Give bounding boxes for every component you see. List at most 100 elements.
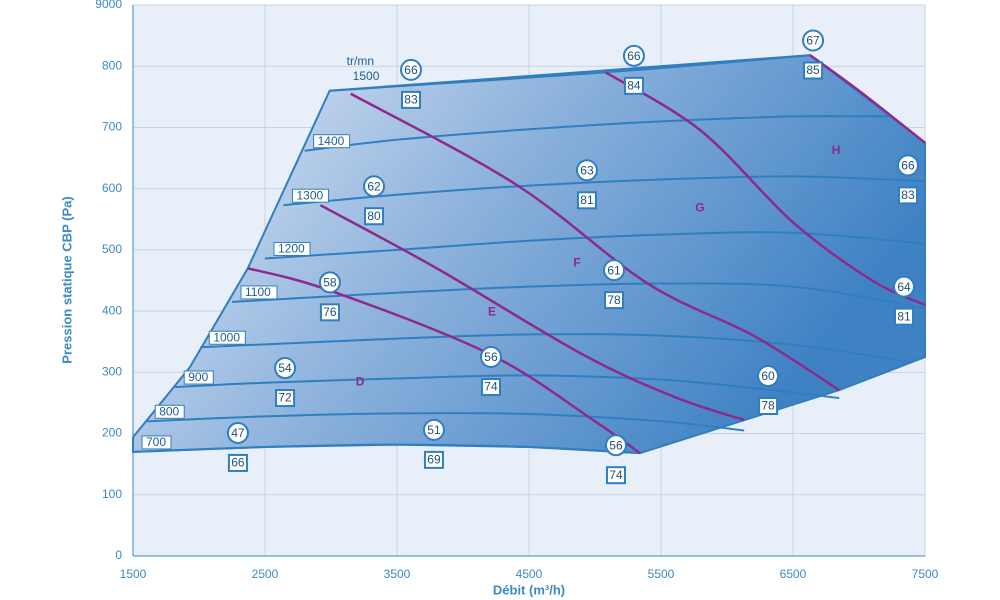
rpm-curve (304, 115, 893, 152)
noise-circle (603, 259, 626, 282)
noise-value: 66 (404, 63, 418, 77)
rpm-label: 1500 (353, 69, 380, 83)
power-value: 81 (580, 193, 594, 207)
rpm-label-text: 900 (188, 370, 208, 384)
y-tick-label: 200 (102, 426, 122, 440)
power-value: 80 (367, 209, 381, 223)
zone-label: G (695, 200, 704, 214)
x-tick-label: 5500 (648, 567, 675, 581)
noise-value: 54 (278, 361, 292, 375)
y-tick-label: 400 (102, 303, 122, 317)
rpm-label: 800 (154, 404, 185, 419)
rpm-label-box (208, 330, 246, 345)
x-tick-label: 3500 (384, 567, 411, 581)
power-value: 76 (323, 305, 337, 319)
rpm-curve (200, 333, 906, 363)
power-box (897, 186, 918, 205)
power-box (803, 61, 824, 80)
noise-value: 67 (806, 34, 820, 48)
rpm-curve (329, 54, 811, 92)
noise-circle (363, 175, 386, 198)
rpm-label-box (183, 370, 214, 385)
noise-value: 61 (607, 263, 621, 277)
noise-value: 56 (484, 350, 498, 364)
x-tick-label: 4500 (516, 567, 543, 581)
rpm-label: 1200 (273, 241, 311, 256)
rpm-curve (283, 175, 926, 207)
power-value: 74 (484, 380, 498, 394)
noise-circle (622, 44, 645, 67)
noise-circle (399, 58, 422, 81)
power-box (604, 291, 625, 310)
rpm-label-box (273, 241, 311, 256)
y-tick-label: 500 (102, 242, 122, 256)
rpm-label: 1000 (208, 330, 246, 345)
power-box (275, 389, 296, 408)
noise-circle (318, 271, 341, 294)
noise-circle (604, 434, 627, 457)
x-tick-label: 1500 (120, 567, 147, 581)
rpm-label: 1400 (313, 134, 351, 149)
power-value: 69 (427, 453, 441, 467)
zone-boundary (247, 267, 641, 455)
noise-circle (893, 275, 916, 298)
zone-label: E (488, 305, 496, 319)
power-value: 81 (897, 309, 911, 323)
y-tick-label: 700 (102, 120, 122, 134)
noise-value: 58 (323, 276, 337, 290)
noise-value: 47 (231, 426, 245, 440)
noise-value: 62 (367, 179, 381, 193)
power-box (623, 76, 644, 95)
y-tick-label: 100 (102, 487, 122, 501)
power-value: 66 (231, 456, 245, 470)
power-box (605, 466, 626, 485)
power-box (319, 303, 340, 322)
noise-circle (575, 159, 598, 182)
y-tick-label: 300 (102, 365, 122, 379)
rpm-label-text: 800 (159, 404, 179, 418)
noise-circle (274, 357, 297, 380)
x-tick-label: 6500 (780, 567, 807, 581)
rpm-label-box (141, 435, 172, 450)
rpm-curve (132, 443, 640, 455)
power-box (480, 378, 501, 397)
rpm-label-box (240, 285, 278, 300)
zone-boundary (350, 92, 840, 392)
rpm-label-text: 1400 (318, 134, 345, 148)
noise-circle (757, 365, 780, 388)
rpm-curve (231, 282, 926, 310)
power-value: 83 (404, 93, 418, 107)
power-box (423, 450, 444, 469)
rpm-label-text: 1500 (353, 69, 380, 83)
x-axis-title: Débit (m³/h) (493, 582, 565, 597)
power-box (894, 307, 915, 326)
rpm-label-box (291, 188, 329, 203)
rpm-label-text: 1300 (296, 188, 323, 202)
noise-value: 56 (609, 438, 623, 452)
y-tick-label: 600 (102, 181, 122, 195)
power-value: 85 (806, 63, 820, 77)
unit-label: tr/mn (347, 54, 374, 68)
y-axis-title: Pression statique CBP (Pa) (59, 196, 74, 363)
rpm-label: 1300 (291, 188, 329, 203)
zone-label: H (832, 143, 841, 157)
y-tick-label: 0 (115, 548, 122, 562)
rpm-label-text: 1000 (213, 330, 240, 344)
zone-label: D (356, 374, 365, 388)
noise-circle (802, 29, 825, 52)
noise-circle (422, 418, 445, 441)
y-tick-label: 9000 (95, 0, 122, 11)
rpm-label-box (313, 134, 351, 149)
noise-circle (479, 346, 502, 369)
rpm-label-box (154, 404, 185, 419)
rpm-label-text: 700 (146, 435, 166, 449)
rpm-label-text: 1200 (278, 242, 305, 256)
noise-value: 60 (761, 369, 775, 383)
noise-value: 51 (427, 423, 441, 437)
power-box (364, 207, 385, 226)
rpm-label: 900 (183, 370, 214, 385)
x-tick-label: 7500 (912, 567, 939, 581)
rpm-curve (146, 412, 745, 432)
power-value: 72 (278, 391, 292, 405)
